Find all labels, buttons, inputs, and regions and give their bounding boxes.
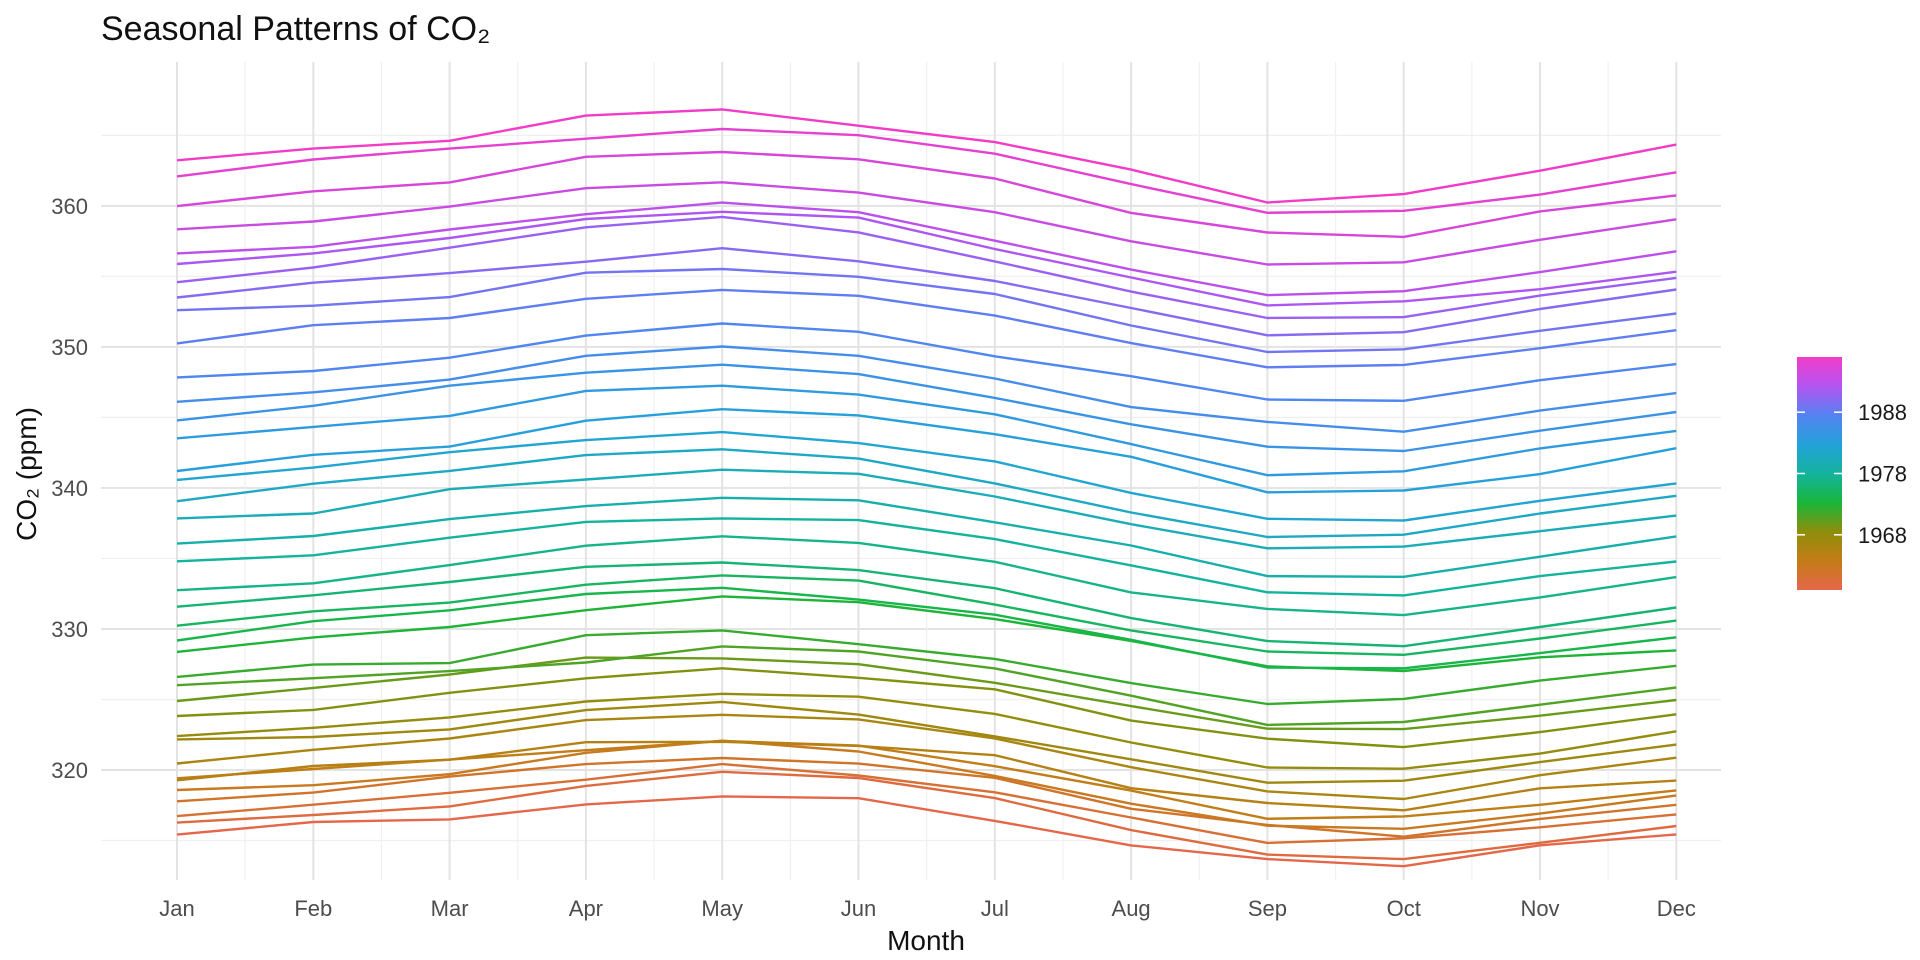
x-tick-label: Jul bbox=[981, 896, 1009, 921]
x-tick-label: Jun bbox=[841, 896, 876, 921]
series-line-1973 bbox=[176, 595, 1677, 673]
year-color-legend: 1968 1978 1988 bbox=[1797, 357, 1907, 590]
series-line-1979 bbox=[176, 496, 1677, 578]
series-line-1966 bbox=[176, 713, 1677, 801]
legend-label: 1988 bbox=[1858, 400, 1907, 425]
x-tick-label: Apr bbox=[569, 896, 603, 921]
x-tick-label: Nov bbox=[1520, 896, 1559, 921]
x-tick-label: Sep bbox=[1248, 896, 1287, 921]
series-line-1959 bbox=[176, 795, 1677, 868]
x-axis-ticks: Jan Feb Mar Apr May Jun Jul Aug Sep Oct Nov Dec bbox=[159, 896, 1696, 921]
series-line-1961 bbox=[176, 762, 1677, 845]
series-line-1975 bbox=[176, 574, 1677, 656]
series-line-1968 bbox=[176, 692, 1677, 770]
series-line-1993 bbox=[176, 201, 1677, 297]
series-line-1963 bbox=[176, 739, 1677, 830]
y-tick-label: 320 bbox=[51, 758, 88, 783]
series-line-1982 bbox=[176, 430, 1677, 522]
legend-ticks: 1968 1978 1988 bbox=[1797, 400, 1907, 548]
series-line-1990 bbox=[176, 246, 1677, 337]
x-tick-label: May bbox=[701, 896, 743, 921]
series-line-1984 bbox=[176, 384, 1677, 477]
legend-label: 1978 bbox=[1858, 462, 1907, 487]
grid bbox=[101, 62, 1721, 880]
y-tick-label: 350 bbox=[51, 335, 88, 360]
chart-title: Seasonal Patterns of CO₂ bbox=[101, 10, 490, 48]
x-tick-label: Dec bbox=[1657, 896, 1696, 921]
series-line-1981 bbox=[176, 448, 1677, 539]
series-lines bbox=[176, 108, 1677, 868]
series-line-1962 bbox=[176, 756, 1677, 838]
series-line-1991 bbox=[176, 215, 1677, 320]
series-line-1995 bbox=[176, 150, 1677, 239]
x-tick-label: Oct bbox=[1387, 896, 1421, 921]
series-line-1992 bbox=[176, 210, 1677, 307]
series-line-1978 bbox=[176, 517, 1677, 597]
series-line-1967 bbox=[176, 700, 1677, 784]
series-line-1987 bbox=[176, 322, 1677, 402]
x-tick-label: Feb bbox=[294, 896, 332, 921]
x-tick-label: Mar bbox=[431, 896, 469, 921]
series-line-1994 bbox=[176, 181, 1677, 266]
series-line-1988 bbox=[176, 288, 1677, 369]
x-axis-title: Month bbox=[887, 925, 965, 956]
y-axis-title: CO₂ (ppm) bbox=[11, 407, 42, 541]
series-line-1974 bbox=[176, 586, 1677, 670]
series-line-1977 bbox=[176, 535, 1677, 617]
series-line-1997 bbox=[176, 108, 1677, 204]
x-tick-label: Jan bbox=[159, 896, 194, 921]
y-tick-label: 330 bbox=[51, 617, 88, 642]
series-line-1980 bbox=[176, 468, 1677, 550]
series-line-1960 bbox=[176, 770, 1677, 861]
series-line-1996 bbox=[176, 127, 1677, 215]
series-line-1972 bbox=[176, 629, 1677, 706]
series-line-1989 bbox=[176, 267, 1677, 354]
y-tick-label: 340 bbox=[51, 476, 88, 501]
series-line-1986 bbox=[176, 345, 1677, 433]
series-line-1983 bbox=[176, 408, 1677, 494]
series-line-1965 bbox=[176, 740, 1677, 812]
series-line-1970 bbox=[176, 656, 1677, 731]
series-line-1969 bbox=[176, 667, 1677, 749]
x-tick-label: Aug bbox=[1112, 896, 1151, 921]
series-line-1985 bbox=[176, 363, 1677, 453]
series-line-1971 bbox=[176, 645, 1677, 727]
y-tick-label: 360 bbox=[51, 194, 88, 219]
series-line-1976 bbox=[176, 561, 1677, 648]
y-axis-ticks: 320 330 340 350 360 bbox=[51, 194, 88, 783]
legend-label: 1968 bbox=[1858, 523, 1907, 548]
